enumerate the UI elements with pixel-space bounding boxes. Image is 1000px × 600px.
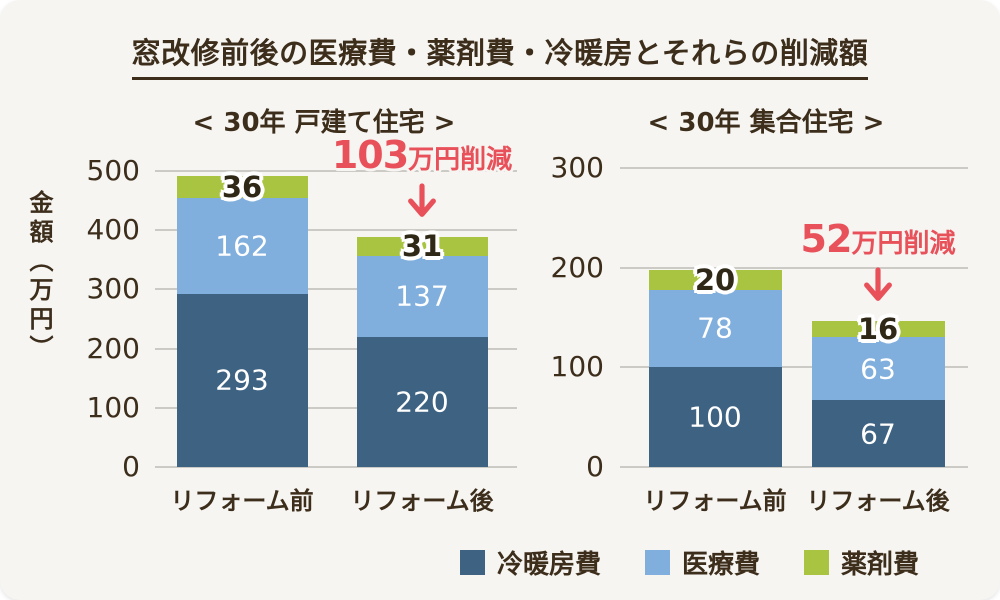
reduction-annotation: 52 万円削減 <box>801 217 956 261</box>
title-wrap: 窓改修前後の医療費・薬剤費・冷暖房とそれらの削減額 <box>0 30 1000 80</box>
x-category-label: リフォーム前 <box>643 487 787 515</box>
segment-value-label: 137 <box>395 279 449 313</box>
segment-value-label: 36 <box>221 169 263 204</box>
bar-segment-薬剤費 <box>176 176 308 198</box>
gridline <box>155 170 517 172</box>
y-tick-label: 500 <box>86 154 140 187</box>
segment-value-label: 31 <box>401 229 443 264</box>
segment-value-label: 293 <box>215 363 269 397</box>
bar-segment-薬剤費 <box>648 269 782 290</box>
gridline <box>620 167 968 169</box>
y-tick-label: 0 <box>586 450 604 483</box>
segment-value-label: 78 <box>697 311 733 345</box>
legend-label-medical: 医療費 <box>682 550 761 580</box>
legend-swatch-medical <box>645 550 671 575</box>
bar-segment-医療費 <box>648 289 782 368</box>
y-axis-label: 金額（万円） <box>25 190 53 364</box>
bar-segment-冷暖房費 <box>811 400 945 467</box>
x-category-label: リフォーム前 <box>170 487 314 515</box>
chart-subtitle-apartment: < 30年 集合住宅 > <box>647 108 885 138</box>
segment-value-label: 162 <box>215 229 269 263</box>
gridline <box>620 266 968 269</box>
legend-item-medical: 医療費 <box>645 544 760 581</box>
y-tick-label: 400 <box>86 213 140 247</box>
down-arrow-icon <box>864 267 892 302</box>
bar-segment-冷暖房費 <box>356 336 488 467</box>
gridline <box>155 347 517 350</box>
gridline <box>620 466 968 468</box>
y-tick-label: 100 <box>86 390 140 424</box>
y-tick-label: 300 <box>550 151 604 184</box>
bar-segment-冷暖房費 <box>648 367 782 467</box>
gridline <box>620 366 968 369</box>
gridline <box>155 406 517 409</box>
legend-item-heating: 冷暖房費 <box>460 544 601 581</box>
y-tick-label: 200 <box>550 250 604 284</box>
segment-value-label: 63 <box>860 352 896 386</box>
segment-value-label: 16 <box>857 312 899 347</box>
bar-segment-医療費 <box>176 197 308 294</box>
down-arrow-icon <box>408 183 436 218</box>
segment-value-label: 20 <box>694 262 736 297</box>
segment-value-label: 220 <box>395 385 449 419</box>
y-tick-label: 100 <box>550 350 604 384</box>
legend-swatch-pharmacy <box>804 550 830 575</box>
bar-segment-薬剤費 <box>811 321 945 338</box>
legend-swatch-heating <box>460 550 485 575</box>
page-title: 窓改修前後の医療費・薬剤費・冷暖房とそれらの削減額 <box>131 30 869 80</box>
x-category-label: リフォーム後 <box>350 487 494 515</box>
reduction-unit-text: 万円削減 <box>408 145 513 176</box>
reduction-unit-text: 万円削減 <box>851 229 956 260</box>
segment-value-label: 100 <box>688 400 742 434</box>
gridline <box>155 229 517 232</box>
chart-subtitle-detached-house: < 30年 戸建て住宅 > <box>192 108 456 138</box>
legend: 冷暖房費 医療費 薬剤費 <box>460 544 919 581</box>
legend-label-heating: 冷暖房費 <box>497 550 602 580</box>
x-category-label: リフォーム後 <box>806 487 950 515</box>
bar-segment-医療費 <box>811 337 945 401</box>
y-tick-label: 0 <box>122 450 140 483</box>
bar-segment-薬剤費 <box>356 237 488 256</box>
y-tick-label: 300 <box>86 272 140 306</box>
y-tick-label: 200 <box>86 331 140 365</box>
reduction-amount: 103 <box>331 133 409 178</box>
reduction-amount: 52 <box>800 217 853 262</box>
gridline <box>155 466 517 468</box>
bar-segment-医療費 <box>356 255 488 337</box>
legend-item-pharmacy: 薬剤費 <box>804 544 919 581</box>
reduction-annotation: 103 万円削減 <box>332 133 512 177</box>
gridline <box>155 288 517 291</box>
bar-segment-冷暖房費 <box>176 293 308 467</box>
segment-value-label: 67 <box>860 417 896 451</box>
legend-label-pharmacy: 薬剤費 <box>841 550 920 580</box>
